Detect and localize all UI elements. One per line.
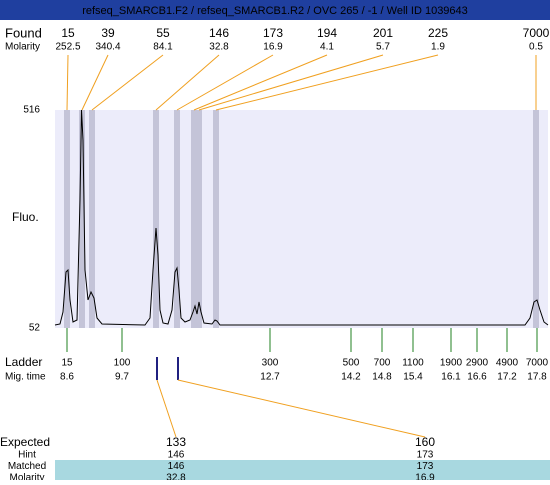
hint-value: 173 (417, 450, 434, 461)
molarity-value: 32.8 (166, 473, 186, 480)
connector (215, 54, 439, 111)
found-size: 15 (61, 26, 75, 40)
found-size: 146 (209, 26, 229, 40)
found-molarity: 0.5 (529, 42, 543, 53)
expected-label: Expected (0, 435, 50, 449)
found-molarity: 252.5 (55, 42, 80, 53)
mig-time: 16.1 (441, 372, 461, 383)
connector (193, 54, 328, 111)
found-label: Found (5, 25, 42, 40)
connector (81, 54, 109, 111)
ladder-size: 300 (262, 358, 279, 369)
title-bar (0, 0, 550, 20)
y-bottom: 52 (29, 323, 41, 334)
peak-band (191, 110, 197, 328)
found-molarity: 1.9 (431, 42, 445, 53)
mig-time: 14.2 (341, 372, 361, 383)
peak-band (174, 110, 180, 328)
molarity-label: Molarity (9, 473, 44, 480)
connector (155, 54, 220, 111)
molarity-label: Molarity (5, 42, 40, 53)
ladder-size: 500 (343, 358, 360, 369)
mig-label: Mig. time (5, 372, 46, 383)
peak-band (533, 110, 539, 328)
labels: refseq_SMARCB1.F2 / refseq_SMARCB1.R2 / … (0, 5, 550, 484)
mig-time: 17.2 (497, 372, 517, 383)
ladder-size: 700 (374, 358, 391, 369)
found-size: 201 (373, 26, 393, 40)
expected-value: 160 (415, 435, 435, 449)
found-size: 55 (156, 26, 170, 40)
matched-value: 173 (417, 461, 434, 472)
mig-time: 15.4 (403, 372, 423, 383)
peak-band (89, 110, 95, 328)
peak-band (64, 110, 70, 328)
peak-band (213, 110, 219, 328)
y-label: Fluo. (12, 210, 39, 224)
found-size: 39 (101, 26, 115, 40)
peak-bands (64, 110, 539, 328)
ladder-size: 2900 (466, 358, 489, 369)
y-top: 516 (23, 105, 40, 116)
found-molarity: 84.1 (153, 42, 173, 53)
ladder-size: 15 (61, 358, 73, 369)
found-size: 173 (263, 26, 283, 40)
connector (91, 54, 164, 111)
ladder-size: 100 (114, 358, 131, 369)
molarity-value: 16.9 (415, 473, 435, 480)
matched-value: 146 (168, 461, 185, 472)
found-size: 7000 (523, 26, 550, 40)
title: refseq_SMARCB1.F2 / refseq_SMARCB1.R2 / … (82, 5, 468, 17)
matched-label: Matched (8, 461, 46, 472)
ladder-size: 4900 (496, 358, 519, 369)
trace (54, 109, 549, 326)
found-size: 225 (428, 26, 448, 40)
mig-time: 9.7 (115, 372, 129, 383)
peak-band (79, 110, 85, 328)
connector (156, 379, 177, 438)
found-molarity: 16.9 (263, 42, 283, 53)
mig-time: 17.8 (527, 372, 547, 383)
ladder-size: 1100 (402, 358, 424, 369)
mig-time: 8.6 (60, 372, 74, 383)
ladder-label: Ladder (5, 355, 42, 369)
connector (177, 379, 426, 438)
hint-label: Hint (18, 450, 36, 461)
mig-time: 14.8 (372, 372, 392, 383)
ladder-size: 1900 (440, 358, 463, 369)
connector (198, 54, 384, 111)
hint-value: 146 (168, 450, 185, 461)
plot-area (55, 110, 548, 328)
connector (66, 54, 69, 111)
ladder-size: 7000 (526, 358, 549, 369)
found-molarity: 5.7 (376, 42, 390, 53)
expected-value: 133 (166, 435, 186, 449)
found-molarity: 340.4 (95, 42, 120, 53)
peak-band (153, 110, 159, 328)
matched-band (55, 460, 550, 480)
peak-band (196, 110, 202, 328)
found-size: 194 (317, 26, 337, 40)
mig-time: 16.6 (467, 372, 487, 383)
mig-time: 12.7 (260, 372, 280, 383)
found-molarity: 4.1 (320, 42, 334, 53)
found-molarity: 32.8 (209, 42, 229, 53)
connector (176, 54, 274, 111)
